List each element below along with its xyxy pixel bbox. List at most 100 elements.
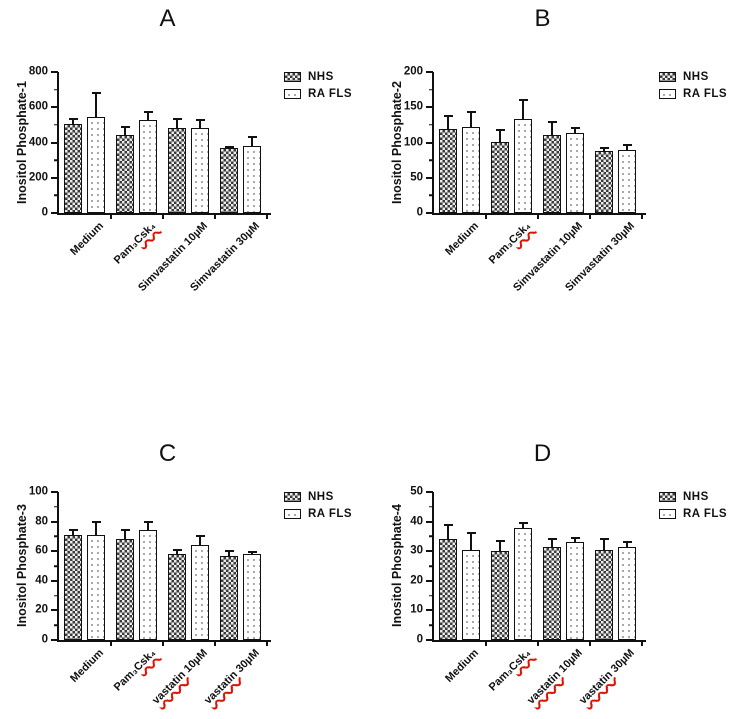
bar-nhs bbox=[220, 555, 238, 640]
legend: NHS RA FLS bbox=[659, 491, 727, 520]
x-axis-tick bbox=[266, 213, 268, 219]
rafls-pattern-swatch-icon bbox=[284, 509, 301, 519]
error-bar-cap bbox=[120, 529, 130, 532]
error-bar-cap bbox=[599, 147, 609, 150]
y-axis-minor-tick bbox=[429, 159, 433, 161]
y-axis-tick-label: 20 bbox=[35, 603, 48, 616]
bar-ra-fls bbox=[618, 150, 636, 213]
error-bar bbox=[499, 129, 501, 142]
error-bar bbox=[124, 127, 126, 135]
label-text: 30µM bbox=[231, 647, 262, 678]
legend-label: RA FLS bbox=[683, 508, 728, 520]
error-bar bbox=[603, 148, 605, 151]
y-axis-tick bbox=[51, 520, 58, 523]
y-axis-minor-tick bbox=[429, 88, 433, 91]
x-axis-tick bbox=[641, 213, 643, 219]
y-axis-tick-label: 10 bbox=[410, 603, 423, 616]
legend-label: RA FLS bbox=[308, 88, 353, 100]
error-bar bbox=[522, 523, 524, 528]
error-bar-cap bbox=[195, 535, 205, 538]
y-axis-title: Inositol Phosphate-4 bbox=[390, 504, 404, 628]
y-axis-minor-tick bbox=[429, 194, 433, 197]
x-category-label: Pam₃Csk₄ bbox=[486, 220, 532, 266]
error-bar bbox=[470, 112, 472, 127]
y-axis-tick-label: 800 bbox=[28, 65, 48, 78]
y-axis-tick bbox=[51, 176, 58, 179]
error-bar-cap bbox=[68, 529, 78, 532]
y-axis-tick-label: 40 bbox=[410, 514, 423, 527]
bar-nhs bbox=[491, 141, 509, 213]
panel-b: B Inositol Phosphate-2 0 50 100 150 200 Mediu… bbox=[375, 0, 749, 370]
error-bar bbox=[124, 530, 126, 540]
x-category-label: Medium bbox=[68, 647, 106, 685]
bar-nhs bbox=[116, 134, 134, 213]
legend-item-rafls: RA FLS bbox=[659, 508, 727, 520]
error-bar-cap bbox=[172, 118, 182, 121]
bar-nhs bbox=[439, 129, 457, 213]
plot-area: 0 200 400 600 800 Medium Pam₃Csk₄ Simvastatin 1… bbox=[29, 66, 271, 294]
error-bar bbox=[147, 111, 149, 121]
misspelling-underline: vastatin bbox=[150, 668, 189, 707]
bar-ra-fls bbox=[87, 116, 105, 213]
panel-c: C Inositol Phosphate-3 0 20 40 60 80 100 Mediu… bbox=[0, 430, 374, 719]
x-category-label: Medium bbox=[68, 220, 106, 258]
x-axis-tick bbox=[213, 213, 216, 219]
error-bar bbox=[551, 122, 553, 135]
bar-nhs bbox=[543, 546, 561, 640]
misspelling-underline: Csk₄ bbox=[131, 647, 158, 674]
y-axis-minor-tick bbox=[429, 124, 433, 126]
y-axis-minor-tick bbox=[429, 565, 433, 567]
bar-ra-fls bbox=[191, 127, 209, 213]
error-bar-cap bbox=[91, 92, 101, 95]
bar-nhs bbox=[491, 551, 509, 640]
y-axis-minor-tick bbox=[54, 506, 58, 508]
legend-label: NHS bbox=[308, 491, 334, 503]
y-axis-tick bbox=[426, 491, 433, 493]
bar-ra-fls bbox=[566, 133, 584, 213]
x-category-label: Medium bbox=[443, 220, 481, 258]
error-bar-cap bbox=[547, 538, 557, 541]
y-axis-tick-label: 200 bbox=[403, 65, 423, 78]
panel-title: A bbox=[159, 5, 176, 32]
legend: NHS RA FLS bbox=[284, 71, 352, 100]
error-bar-cap bbox=[443, 114, 453, 117]
y-axis-minor-tick bbox=[54, 124, 58, 126]
rafls-pattern-swatch-icon bbox=[284, 89, 301, 99]
bar-ra-fls bbox=[139, 120, 157, 213]
y-axis-tick bbox=[426, 176, 433, 179]
error-bar-cap bbox=[466, 111, 476, 114]
nhs-pattern-swatch-icon bbox=[659, 492, 676, 502]
error-bar bbox=[176, 549, 178, 555]
error-bar bbox=[499, 540, 501, 552]
error-bar-cap bbox=[224, 145, 234, 148]
y-axis-tick-label: 200 bbox=[28, 171, 48, 183]
bar-nhs bbox=[595, 150, 613, 213]
error-bar-cap bbox=[143, 520, 153, 523]
panel-title: C bbox=[158, 440, 177, 467]
x-axis-tick bbox=[588, 640, 591, 646]
error-bar bbox=[251, 551, 253, 555]
y-axis-minor-tick bbox=[54, 159, 58, 161]
misspelling-underline: vastatin bbox=[525, 668, 564, 707]
y-axis-minor-tick bbox=[429, 594, 433, 597]
y-axis-tick bbox=[51, 212, 58, 214]
y-axis-tick bbox=[51, 491, 58, 493]
error-bar-cap bbox=[518, 99, 528, 102]
label-text: Medium bbox=[68, 220, 106, 258]
error-bar bbox=[626, 145, 628, 151]
x-axis-tick bbox=[109, 213, 112, 219]
misspelling-underline: Csk₄ bbox=[506, 647, 533, 674]
bar-nhs bbox=[595, 549, 613, 640]
x-axis-tick bbox=[536, 213, 539, 219]
y-axis-tick-label: 60 bbox=[35, 544, 48, 557]
error-bar-cap bbox=[143, 110, 153, 113]
legend-item-rafls: RA FLS bbox=[659, 88, 727, 100]
error-bar-cap bbox=[570, 126, 580, 129]
y-axis-tick bbox=[51, 550, 58, 553]
misspelling-underline: vastatin bbox=[577, 668, 616, 707]
error-bar-cap bbox=[495, 539, 505, 542]
x-axis-tick bbox=[484, 213, 487, 219]
error-bar bbox=[551, 539, 553, 547]
x-axis-tick bbox=[266, 640, 268, 646]
x-axis-tick bbox=[641, 640, 643, 646]
